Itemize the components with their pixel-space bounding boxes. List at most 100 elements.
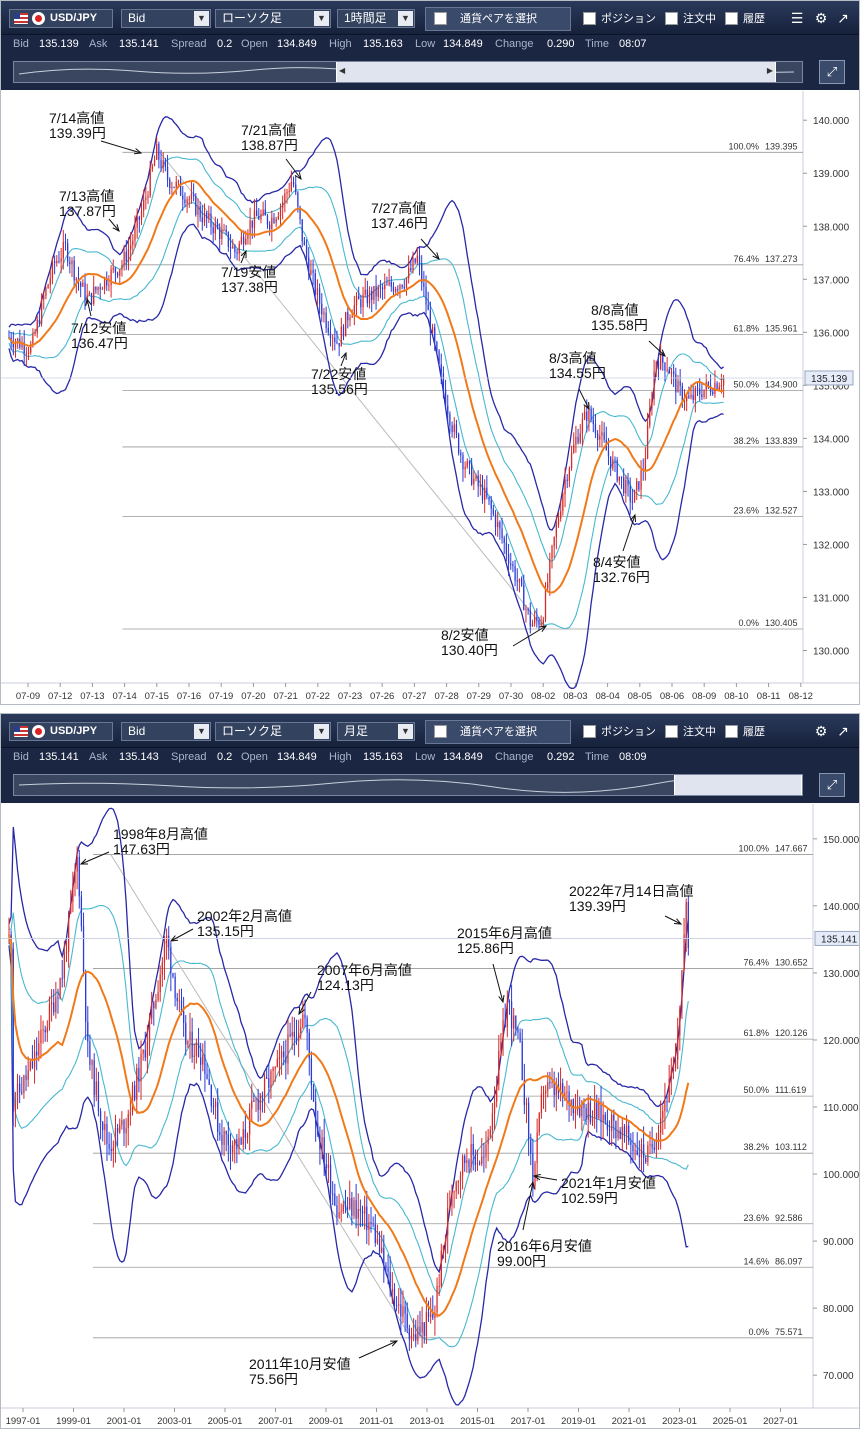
history-checkbox[interactable]: [725, 725, 738, 738]
chart-kind-select[interactable]: ローソク足 ▼: [215, 722, 331, 741]
interval-select[interactable]: 1時間足 ▼: [337, 9, 415, 28]
navigator-thumb[interactable]: ◀ ▶: [336, 62, 776, 82]
candle-body: [69, 261, 71, 265]
select-pair-button[interactable]: 通貨ペアを選択: [425, 720, 571, 744]
position-checkbox[interactable]: [583, 12, 596, 25]
candle-body: [55, 997, 57, 1013]
settings-gear-icon[interactable]: ⚙: [814, 10, 828, 26]
chevron-down-icon: ▼: [314, 11, 329, 26]
y-tick-label: 137.000: [813, 275, 850, 286]
currency-pair-selector[interactable]: USD/JPY: [9, 722, 113, 741]
nav-left-arrow-icon[interactable]: ◀: [339, 66, 346, 75]
candle-body: [219, 1132, 221, 1136]
candle-body: [14, 342, 17, 348]
y-tick-label: 70.000: [823, 1371, 854, 1382]
navigator-track[interactable]: ◀ ▶: [13, 61, 803, 83]
orders-label: 注文中: [683, 726, 716, 738]
candle-body: [143, 199, 145, 211]
annotation-price: 137.46円: [371, 215, 428, 231]
candle-body: [257, 1099, 259, 1110]
candle-body: [62, 242, 64, 259]
side-select[interactable]: Bid ▼: [121, 722, 211, 741]
settings-gear-icon[interactable]: ⚙: [814, 723, 828, 739]
candle-body: [387, 1268, 389, 1273]
x-tick-label: 07-19: [209, 691, 233, 702]
history-checkbox[interactable]: [725, 12, 738, 25]
hourly-candlestick-chart[interactable]: 140.000 139.000 138.000 137.000 136.000 135.0…: [1, 91, 859, 704]
popout-icon[interactable]: ↗: [837, 723, 849, 739]
candle-body: [391, 1288, 393, 1292]
menu-icon[interactable]: ☰: [790, 10, 804, 26]
candle-body: [438, 350, 440, 365]
side-select[interactable]: Bid ▼: [121, 9, 211, 28]
nav-right-arrow-icon[interactable]: ▶: [766, 66, 773, 75]
candle-body: [288, 190, 290, 193]
candle-body: [251, 220, 253, 228]
candle-body: [206, 1074, 208, 1080]
position-checkbox[interactable]: [583, 725, 596, 738]
bid-label: Bid: [13, 751, 29, 763]
fib-percent-label: 0.0%: [738, 618, 759, 628]
candle-body: [499, 522, 501, 529]
x-tick-label: 08-10: [724, 691, 748, 702]
candle-body: [121, 1120, 123, 1125]
candle-body: [500, 1041, 502, 1051]
monthly-candlestick-chart[interactable]: 150.000 140.000 130.000 120.000 110.000 100.0…: [1, 804, 859, 1428]
candle-body: [86, 295, 88, 301]
orders-checkbox[interactable]: [665, 12, 678, 25]
popout-icon[interactable]: ↗: [837, 10, 849, 26]
candle-body: [551, 1082, 553, 1084]
candle-body: [491, 1113, 494, 1131]
candle-body: [342, 326, 345, 337]
candle-body: [104, 1124, 106, 1131]
currency-pair-selector[interactable]: USD/JPY: [9, 9, 113, 28]
candle-body: [297, 192, 299, 207]
candle-body: [699, 388, 701, 395]
candle-body: [527, 608, 529, 611]
fib-percent-label: 50.0%: [733, 380, 759, 390]
candle-body: [147, 195, 149, 198]
expand-icon[interactable]: ⤢: [819, 60, 845, 84]
candle-body: [240, 236, 243, 244]
select-pair-button[interactable]: 通貨ペアを選択: [425, 7, 571, 31]
candle-body: [375, 285, 377, 297]
side-value: Bid: [128, 11, 146, 25]
candle-body: [416, 255, 418, 263]
candle-body: [275, 218, 277, 223]
candle-body: [65, 951, 68, 954]
candle-body: [349, 317, 351, 321]
candle-body: [280, 1051, 283, 1058]
candle-body: [603, 432, 605, 440]
candle-body: [455, 424, 458, 435]
pair-label: USD/JPY: [50, 12, 98, 24]
annotation-price: 125.86円: [457, 940, 514, 956]
candle-body: [80, 896, 83, 927]
candle-body: [306, 1018, 308, 1033]
candle-body: [703, 389, 705, 397]
candle-body: [553, 1082, 555, 1096]
candle-body: [338, 1212, 340, 1218]
candle-body: [351, 315, 353, 318]
candle-body: [176, 997, 178, 1001]
expand-icon[interactable]: ⤢: [819, 773, 845, 797]
fib-percent-label: 100.0%: [738, 843, 769, 853]
candle-body: [242, 236, 245, 245]
orders-checkbox[interactable]: [665, 725, 678, 738]
position-label: ポジション: [601, 13, 656, 25]
bollinger-lower-2sd: [8, 223, 724, 690]
candle-body: [174, 976, 176, 998]
x-tick-label: 07-30: [499, 691, 523, 702]
navigator-thumb[interactable]: [674, 775, 802, 795]
navigator-track[interactable]: [13, 774, 803, 796]
candle-body: [651, 1143, 653, 1148]
interval-select[interactable]: 月足 ▼: [337, 722, 415, 741]
annotation-arrowhead: [629, 513, 637, 523]
candle-body: [263, 1077, 266, 1097]
y-tick-label: 140.000: [823, 902, 859, 913]
annotation-price: 132.76円: [593, 569, 650, 585]
candle-body: [212, 227, 214, 234]
candle-body: [276, 1058, 278, 1068]
chart-kind-select[interactable]: ローソク足 ▼: [215, 9, 331, 28]
candle-body: [349, 1198, 351, 1209]
candle-body: [295, 1037, 298, 1041]
